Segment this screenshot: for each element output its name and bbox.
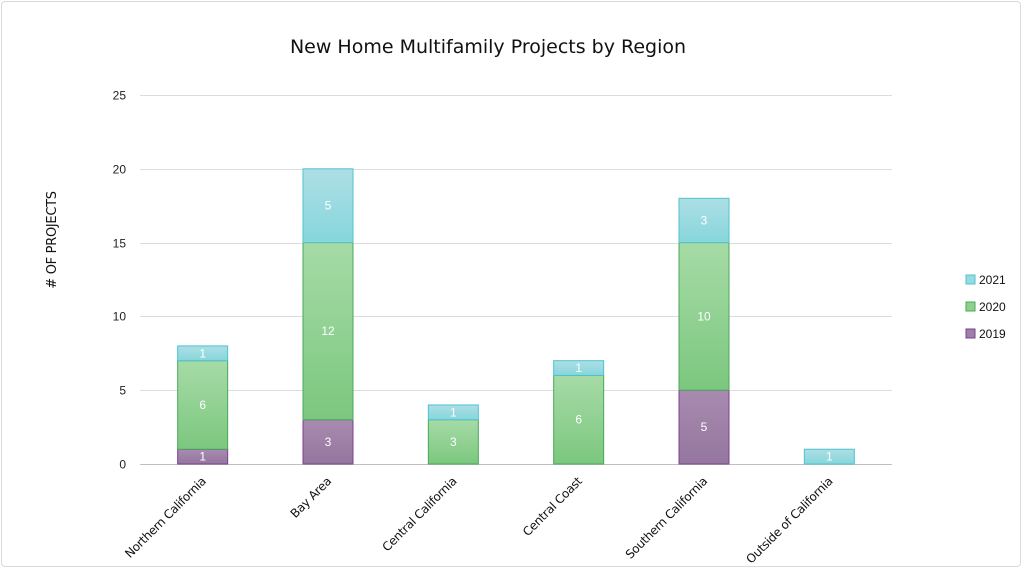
x-category-label: Bay Area [288, 474, 334, 520]
data-label: 1 [575, 361, 582, 375]
data-label: 3 [701, 213, 708, 227]
bar-segment-2021 [803, 448, 855, 465]
gridlines [140, 95, 892, 465]
x-category-label: Southern California [623, 474, 710, 561]
legend-swatch-2021 [965, 274, 976, 285]
bar-segment-2021 [678, 197, 730, 244]
y-tick-label: 25 [113, 89, 127, 103]
legend-label: 2019 [979, 327, 1006, 341]
bar-segment-2021 [302, 168, 354, 244]
bars: 1 6 1 3 12 5 3 1 6 1 5 10 3 1 [177, 168, 855, 465]
data-label: 1 [199, 450, 206, 464]
data-label: 6 [575, 413, 582, 427]
y-tick-label: 20 [113, 163, 127, 177]
y-tick-label: 5 [119, 384, 126, 398]
legend-swatch-2020 [965, 301, 976, 312]
data-label: 5 [701, 420, 708, 434]
data-label: 1 [199, 346, 206, 360]
y-tick-label: 10 [113, 310, 127, 324]
y-tick-label: 15 [113, 237, 127, 251]
y-tick-label: 0 [119, 458, 126, 472]
data-label: 3 [325, 435, 332, 449]
bar-segment-2020 [302, 242, 354, 421]
bar-segment-2020 [553, 374, 605, 465]
legend-swatch-2019 [965, 328, 976, 339]
data-label: 6 [199, 398, 206, 412]
bar-segment-2021 [427, 404, 479, 421]
y-axis-label: # OF PROJECTS [45, 191, 60, 288]
data-label: 5 [325, 199, 332, 213]
x-category-label: Outside of California [743, 474, 835, 566]
data-label: 10 [697, 309, 711, 323]
bar-segment-2021 [177, 345, 229, 362]
bar-segment-2019 [678, 389, 730, 465]
data-label: 1 [450, 405, 457, 419]
y-axis-ticks: 0 5 10 15 20 25 [113, 89, 127, 472]
x-category-label: Central California [379, 474, 459, 554]
legend-label: 2021 [979, 273, 1006, 287]
data-label: 3 [450, 435, 457, 449]
chart-title: New Home Multifamily Projects by Region [290, 36, 686, 58]
data-label: 1 [826, 450, 833, 464]
legend-label: 2020 [979, 300, 1006, 314]
bar-segment-2021 [553, 360, 605, 376]
data-label: 12 [321, 324, 335, 338]
bar-segment-2020 [678, 242, 730, 391]
x-axis-categories: Northern California Bay Area Central Calif… [122, 474, 835, 567]
x-category-label: Central Coast [520, 474, 585, 539]
bar-segment-2019 [302, 419, 354, 465]
x-category-label: Northern California [122, 474, 209, 561]
legend: 2021 2020 2019 [965, 273, 1006, 341]
